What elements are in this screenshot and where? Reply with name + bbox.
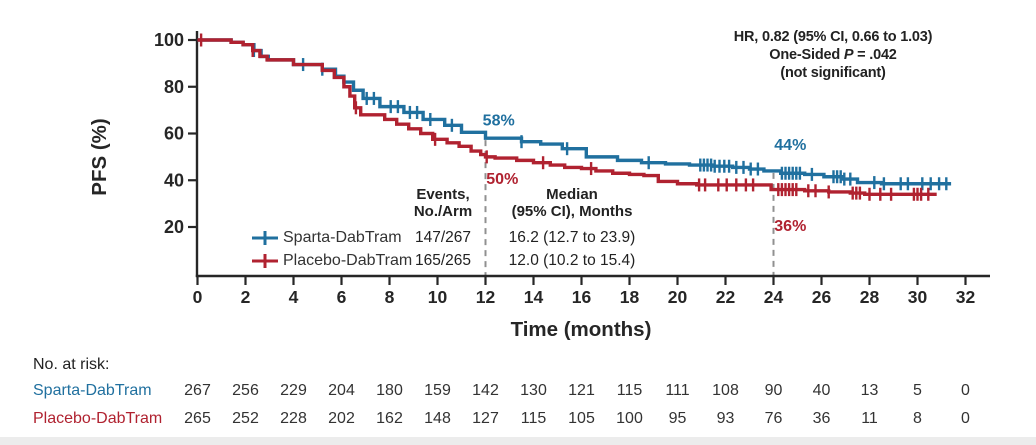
legend-marker-placebo bbox=[252, 254, 278, 268]
x-tick-label: 14 bbox=[524, 287, 544, 307]
legend-median-placebo: 12.0 (10.2 to 15.4) bbox=[508, 252, 636, 269]
y-tick-label: 80 bbox=[164, 77, 184, 97]
legend-marker-sparta bbox=[252, 231, 278, 245]
pfs-annotation-50: 50% bbox=[486, 171, 518, 188]
legend-events-sparta: 147/267 bbox=[414, 229, 472, 246]
x-tick-label: 16 bbox=[572, 287, 592, 307]
x-tick-label: 30 bbox=[908, 287, 928, 307]
pvalue-line: One-Sided P = .042 bbox=[769, 47, 897, 63]
x-tick-label: 8 bbox=[385, 287, 395, 307]
y-tick-label: 100 bbox=[154, 30, 184, 50]
legend-median-sparta: 16.2 (12.7 to 23.9) bbox=[508, 229, 636, 246]
y-tick-label: 20 bbox=[164, 217, 184, 237]
x-tick-label: 24 bbox=[764, 287, 784, 307]
legend-events-header: Events, No./Arm bbox=[413, 186, 473, 220]
x-tick-label: 28 bbox=[860, 287, 880, 307]
x-tick-label: 6 bbox=[337, 287, 347, 307]
x-tick-label: 12 bbox=[476, 287, 496, 307]
x-tick-label: 26 bbox=[812, 287, 832, 307]
at-risk-row-label-sparta: Sparta-DabTram bbox=[33, 382, 152, 399]
significance-line: (not significant) bbox=[780, 65, 886, 81]
hr-annotation: HR, 0.82 (95% CI, 0.66 to 1.03) One-Side… bbox=[683, 28, 983, 82]
legend-label-sparta: Sparta-DabTram bbox=[283, 229, 402, 246]
legend-median-header: Median (95% CI), Months bbox=[511, 186, 633, 220]
x-tick-label: 4 bbox=[289, 287, 299, 307]
pfs-curve-placebo-dabtram bbox=[197, 38, 937, 196]
hr-line: HR, 0.82 (95% CI, 0.66 to 1.03) bbox=[733, 29, 933, 45]
x-tick-label: 10 bbox=[428, 287, 448, 307]
legend-label-placebo: Placebo-DabTram bbox=[283, 252, 413, 269]
bottom-edge-strip bbox=[0, 437, 1036, 445]
x-tick-label: 20 bbox=[668, 287, 688, 307]
x-tick-label: 0 bbox=[193, 287, 203, 307]
pfs-annotation-58: 58% bbox=[483, 112, 515, 129]
y-tick-label: 40 bbox=[164, 170, 184, 190]
pfs-annotation-44: 44% bbox=[774, 137, 806, 154]
x-tick-label: 22 bbox=[716, 287, 736, 307]
x-axis-title: Time (months) bbox=[511, 318, 652, 341]
x-tick-label: 2 bbox=[241, 287, 251, 307]
y-axis-title: PFS (%) bbox=[88, 118, 111, 195]
legend-events-placebo: 165/265 bbox=[414, 252, 472, 269]
y-tick-label: 60 bbox=[164, 124, 184, 144]
x-tick-label: 18 bbox=[620, 287, 640, 307]
at-risk-row-label-placebo: Placebo-DabTram bbox=[33, 410, 163, 427]
x-tick-label: 32 bbox=[956, 287, 976, 307]
at-risk-header: No. at risk: bbox=[33, 356, 110, 373]
pfs-annotation-36: 36% bbox=[774, 218, 806, 235]
